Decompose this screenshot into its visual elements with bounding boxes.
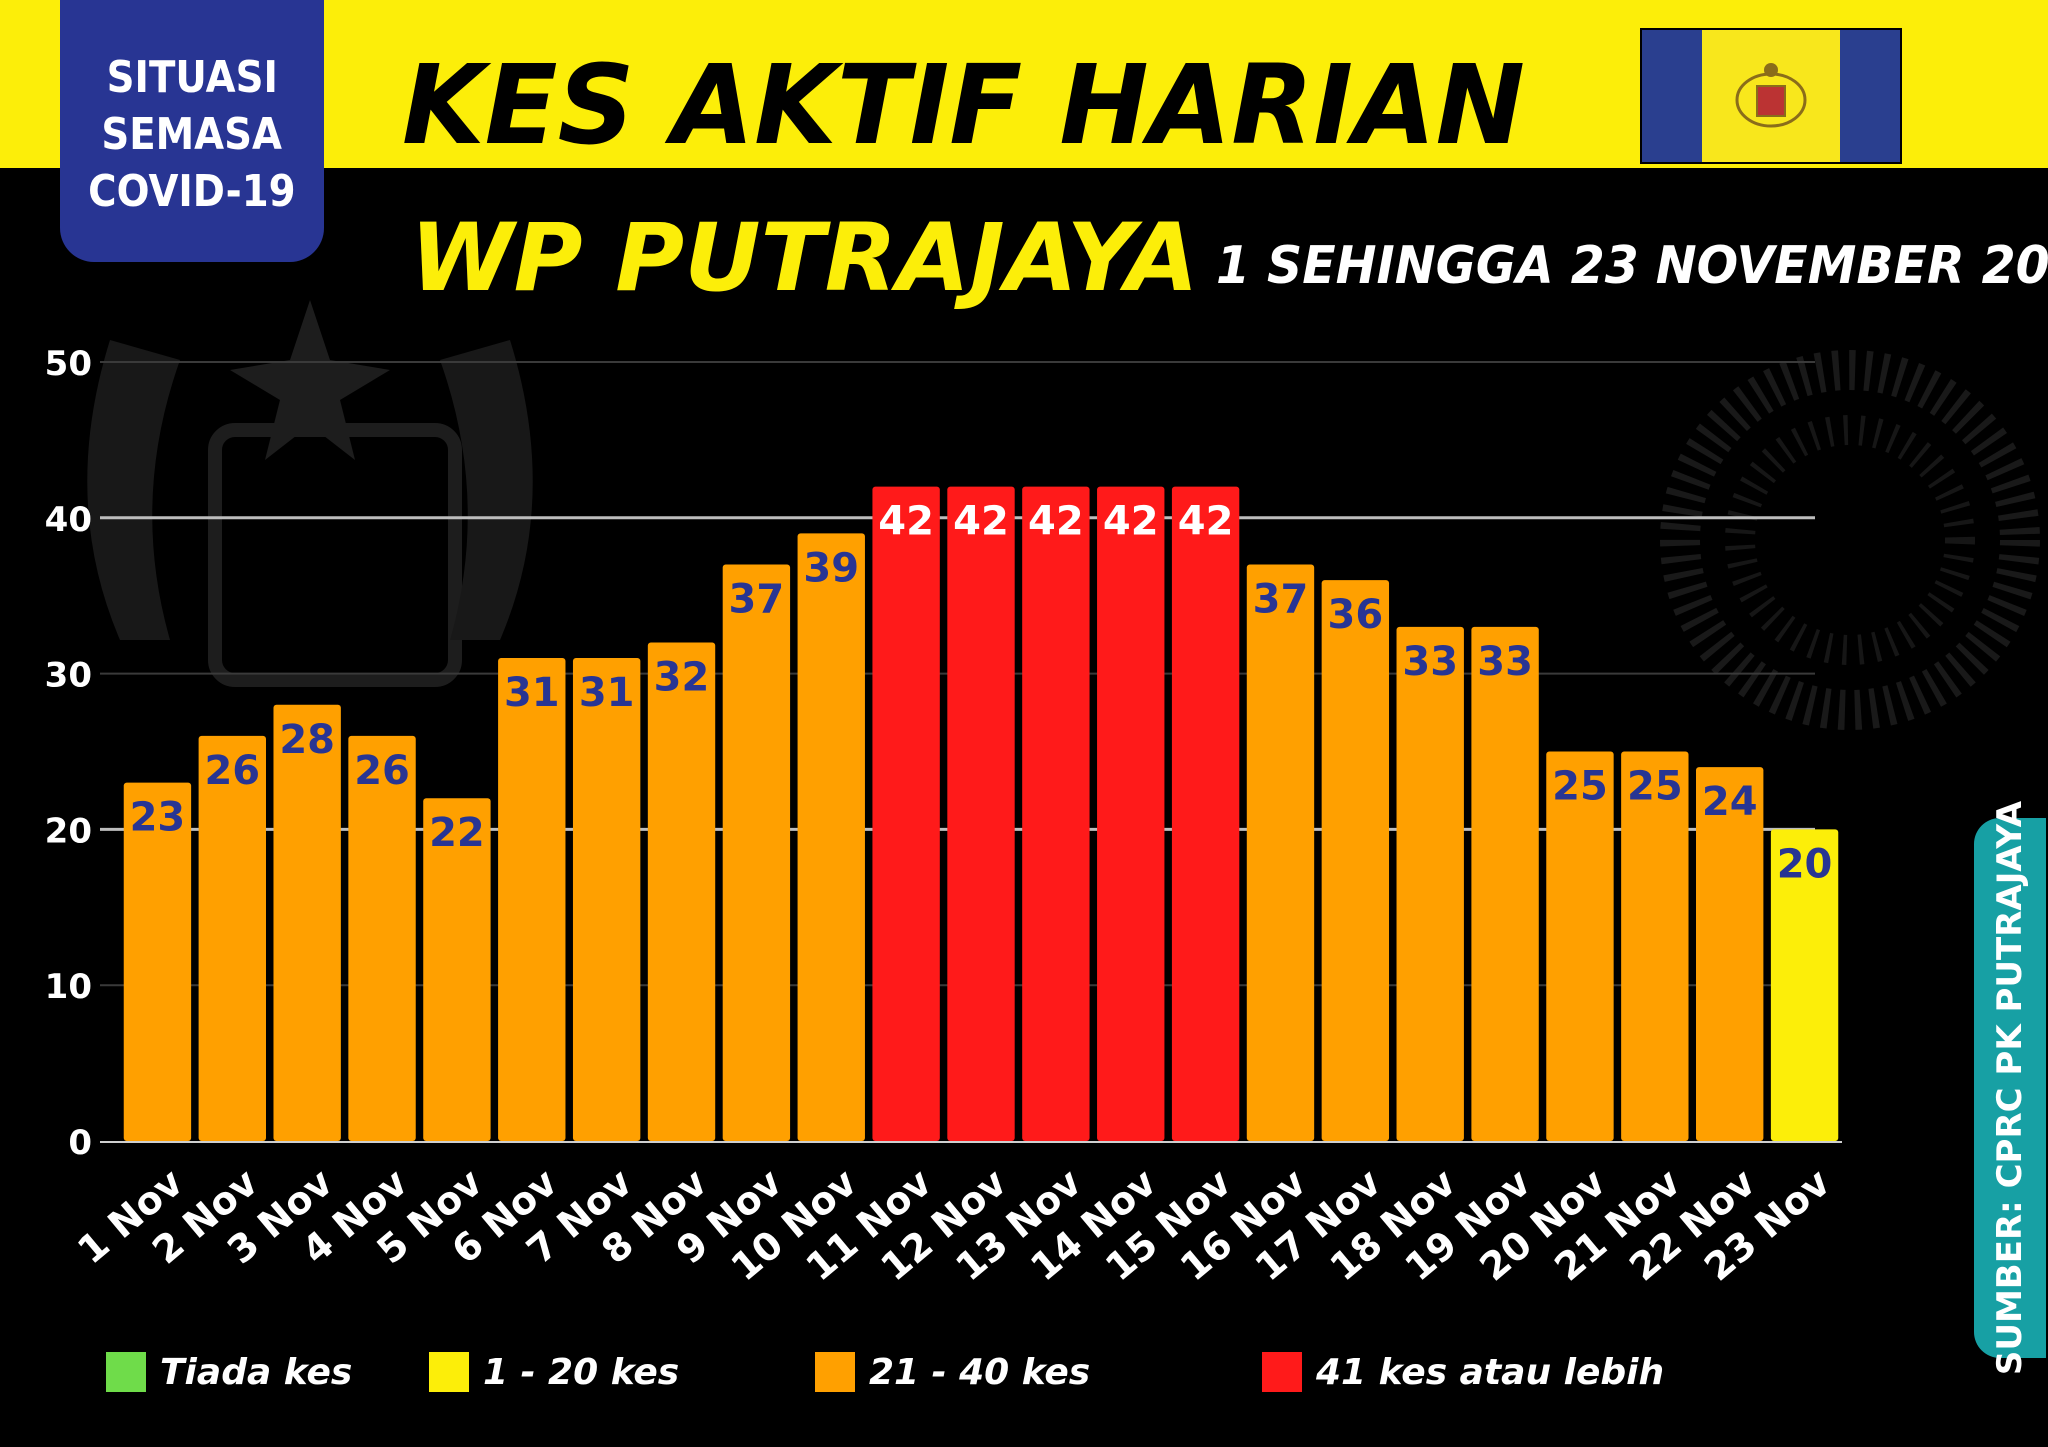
y-tick-label: 30 [45, 656, 92, 696]
data-label: 25 [1552, 764, 1608, 810]
bar [273, 704, 341, 1141]
data-labels: 23 26 28 26 22 31 31 32 37 39 42 42 42 42 42 37 36 33 33 25… [130, 499, 1833, 888]
bar [1246, 564, 1315, 1141]
data-label: 37 [729, 577, 785, 623]
legend-item-none: Tiada kes [106, 1350, 352, 1394]
bar [1471, 626, 1539, 1141]
virus-watermark-icon [1660, 350, 2040, 730]
bar [1546, 751, 1614, 1141]
y-tick-label: 0 [68, 1123, 92, 1163]
badge-line-3: COVID-19 [88, 165, 296, 217]
bar [797, 533, 865, 1141]
data-label: 36 [1328, 592, 1384, 638]
data-label: 42 [878, 499, 934, 545]
bar [1696, 767, 1764, 1141]
bar [872, 486, 940, 1141]
bar [348, 735, 416, 1141]
y-tick-label: 50 [45, 344, 92, 384]
bar [123, 782, 192, 1141]
flag-blue-right [1840, 30, 1900, 162]
data-label: 24 [1702, 779, 1758, 825]
legend-label: 1 - 20 kes [483, 1351, 680, 1393]
coat-of-arms-icon [1735, 63, 1807, 128]
page-title: KES AKTIF HARIAN [402, 41, 1525, 169]
data-label: 25 [1627, 764, 1683, 810]
legend-label: 21 - 40 kes [869, 1351, 1091, 1393]
flag-yellow-center [1702, 30, 1840, 162]
y-tick-label: 20 [45, 811, 92, 851]
legend-item-21-40: 21 - 40 kes [815, 1350, 1090, 1394]
bar [1770, 829, 1839, 1141]
data-label: 32 [654, 654, 710, 700]
bars [123, 486, 1839, 1141]
legend-label: Tiada kes [160, 1351, 353, 1393]
data-label: 31 [579, 670, 635, 716]
legend-swatch [429, 1352, 469, 1392]
data-label: 26 [204, 748, 260, 794]
bar [947, 486, 1015, 1141]
data-label: 37 [1253, 577, 1309, 623]
legend-swatch [106, 1352, 146, 1392]
data-label: 33 [1477, 639, 1533, 685]
bar [647, 642, 716, 1141]
y-tick-label: 10 [45, 967, 92, 1007]
badge-line-2: SEMASA [101, 108, 283, 160]
data-label: 22 [429, 810, 485, 856]
bar [572, 658, 641, 1141]
legend-swatch [1262, 1352, 1302, 1392]
source-tag: SUMBER: CPRC PK PUTRAJAYA [1974, 801, 2046, 1375]
data-label: 33 [1402, 639, 1458, 685]
legend-swatch [815, 1352, 855, 1392]
bar [423, 798, 491, 1141]
bar [1396, 626, 1464, 1141]
data-label: 42 [1178, 499, 1234, 545]
putrajaya-flag [1640, 28, 1902, 164]
data-label: 39 [803, 545, 859, 591]
source-text: SUMBER: CPRC PK PUTRAJAYA [1990, 800, 2030, 1376]
y-tick-label: 40 [45, 500, 92, 540]
legend-item-41-plus: 41 kes atau lebih [1262, 1350, 1664, 1394]
data-label: 31 [504, 670, 560, 716]
data-label: 20 [1777, 841, 1833, 887]
data-label: 42 [1028, 499, 1084, 545]
legend: Tiada kes 1 - 20 kes 21 - 40 kes 41 kes … [106, 1350, 1706, 1394]
data-label: 23 [130, 795, 186, 841]
bar [198, 735, 266, 1141]
data-label: 42 [953, 499, 1009, 545]
bar [1022, 486, 1090, 1141]
legend-item-1-20: 1 - 20 kes [429, 1350, 679, 1394]
data-label: 28 [279, 717, 335, 763]
y-axis-ticks: 0 10 20 30 40 50 [45, 344, 92, 1163]
bar [1097, 486, 1165, 1141]
coat-of-arms-watermark-icon [87, 300, 533, 687]
bar [1621, 751, 1689, 1141]
bar [498, 658, 566, 1141]
covid-badge: SITUASI SEMASA COVID-19 [60, 0, 324, 262]
data-label: 26 [354, 748, 410, 794]
flag-blue-left [1642, 30, 1702, 162]
page-subtitle: WP PUTRAJAYA [410, 204, 1199, 313]
bar [722, 564, 791, 1141]
data-label: 42 [1103, 499, 1159, 545]
bar [1321, 580, 1390, 1141]
badge-line-1: SITUASI [106, 51, 278, 103]
legend-label: 41 kes atau lebih [1316, 1351, 1665, 1393]
bar [1171, 486, 1240, 1141]
date-range: 1 SEHINGGA 23 NOVEMBER 2020 [1216, 236, 2048, 296]
